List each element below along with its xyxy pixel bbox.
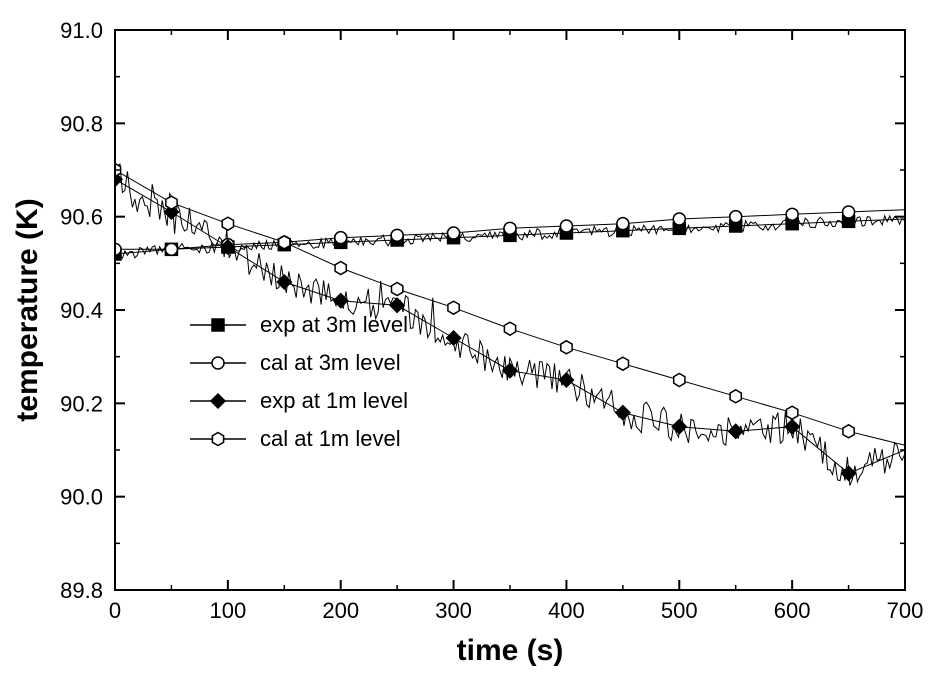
x-tick-label: 600 [774, 598, 811, 623]
legend-marker-cal_3m [212, 357, 224, 369]
y-tick-label: 90.4 [60, 298, 103, 323]
x-tick-label: 500 [661, 598, 698, 623]
legend-marker-exp_1m [211, 394, 225, 408]
x-tick-label: 0 [109, 598, 121, 623]
y-tick-label: 90.0 [60, 485, 103, 510]
legend-label-cal_1m: cal at 1m level [260, 426, 401, 451]
y-tick-label: 90.2 [60, 391, 103, 416]
legend: exp at 3m level cal at 3m level exp at 1m … [190, 312, 408, 451]
x-tick-label: 300 [435, 598, 472, 623]
x-tick-label: 200 [322, 598, 359, 623]
legend-label-exp_1m: exp at 1m level [260, 388, 408, 413]
legend-marker-cal_1m [212, 433, 223, 446]
chart-svg: 0 100 200 300 400 500 600 700 89.8 90.0 90.2 90.4 90… [0, 0, 934, 688]
y-tick-label: 90.6 [60, 205, 103, 230]
legend-label-exp_3m: exp at 3m level [260, 312, 408, 337]
series-markers-exp_3m [109, 215, 855, 260]
x-tick-label: 100 [209, 598, 246, 623]
legend-marker-exp_3m [212, 319, 224, 331]
plot-frame [115, 30, 905, 590]
y-axis-label: temperature (K) [11, 198, 44, 421]
x-tick-label: 700 [887, 598, 924, 623]
chart-container: 0 100 200 300 400 500 600 700 89.8 90.0 90.2 90.4 90… [0, 0, 934, 688]
y-tick-label: 89.8 [60, 578, 103, 603]
y-tick-label: 90.8 [60, 111, 103, 136]
x-tick-label: 400 [548, 598, 585, 623]
y-tick-label: 91.0 [60, 18, 103, 43]
x-axis-label: time (s) [457, 634, 564, 667]
legend-label-cal_3m: cal at 3m level [260, 350, 401, 375]
